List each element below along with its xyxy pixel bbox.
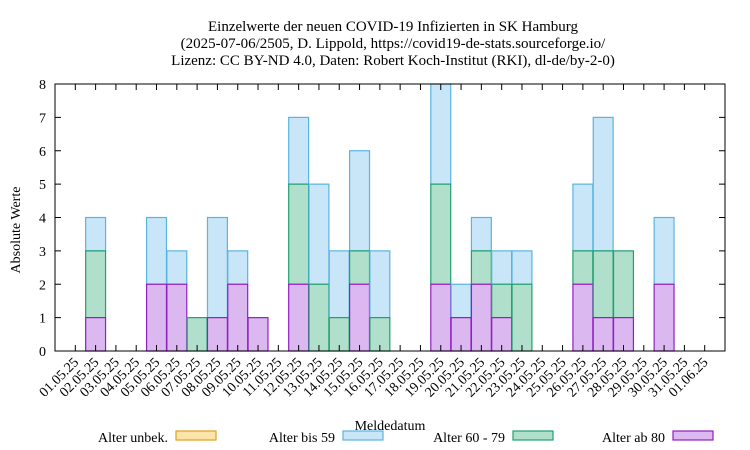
legend-swatch [342, 430, 384, 441]
y-tick-label: 0 [39, 345, 46, 360]
y-tick-label: 8 [39, 78, 46, 93]
bar-bis59-27.05.25 [592, 116, 614, 252]
legend-label: Alter unbek. [98, 431, 168, 446]
bar-ab80-19.05.25 [430, 283, 452, 352]
x-axis-label: Meldedatum [355, 419, 426, 434]
bar-60-79-22.05.25 [491, 283, 513, 319]
bar-60-79-27.05.25 [592, 250, 614, 319]
bar-bis59-22.05.25 [491, 250, 513, 285]
title-line-2: (2025-07-06/2505, D. Lippold, https://co… [181, 36, 606, 52]
bar-ab80-30.05.25 [653, 283, 675, 352]
legend: Alter unbek. Alter bis 59 Alter 60 - 79 Alt… [98, 430, 714, 446]
bar-ab80-09.05.25 [227, 283, 249, 352]
bar-ab80-26.05.25 [572, 283, 594, 352]
bar-60-79-21.05.25 [470, 250, 492, 285]
bar-bis59-19.05.25 [430, 83, 452, 185]
bar-60-79-28.05.25 [612, 250, 635, 319]
legend-swatch [512, 430, 554, 441]
chart-title: Einzelwerte der neuen COVID-19 Infiziert… [171, 19, 615, 69]
legend-label: Alter 60 - 79 [433, 431, 505, 446]
bar-bis59-02.05.25 [85, 216, 107, 252]
bar-ab80-15.05.25 [349, 283, 371, 352]
bar-60-79-13.05.25 [308, 283, 330, 352]
bar-60-79-23.05.25 [511, 283, 533, 352]
bar-bis59-15.05.25 [349, 150, 371, 252]
title-line-1: Einzelwerte der neuen COVID-19 Infiziert… [208, 19, 579, 35]
y-tick-label: 4 [39, 212, 46, 227]
bar-bis59-06.05.25 [166, 250, 188, 285]
bar-bis59-12.05.25 [288, 116, 310, 185]
bar-bis59-09.05.25 [227, 250, 249, 285]
bar-bis59-16.05.25 [369, 250, 391, 319]
bar-bis59-23.05.25 [511, 250, 533, 285]
bars-layer [85, 83, 675, 352]
bar-60-79-02.05.25 [85, 250, 107, 319]
bar-ab80-21.05.25 [470, 283, 492, 352]
x-axis: 01.05.2502.05.2503.05.2504.05.2505.05.25… [37, 84, 712, 400]
bar-ab80-05.05.25 [145, 283, 168, 352]
bar-bis59-20.05.25 [450, 283, 472, 319]
legend-swatch [175, 430, 217, 441]
bar-60-79-26.05.25 [572, 250, 594, 285]
bar-bis59-08.05.25 [206, 216, 228, 319]
bar-bis59-05.05.25 [145, 216, 168, 285]
y-tick-label: 3 [39, 245, 46, 260]
bar-60-79-15.05.25 [349, 250, 371, 285]
bar-60-79-12.05.25 [288, 183, 310, 285]
bar-bis59-13.05.25 [308, 183, 330, 285]
bar-bis59-26.05.25 [572, 183, 594, 252]
title-line-3: Lizenz: CC BY-ND 4.0, Daten: Robert Koch… [171, 53, 615, 69]
legend-swatch [672, 430, 714, 441]
y-tick-label: 6 [39, 145, 46, 160]
bar-ab80-12.05.25 [288, 283, 310, 352]
legend-label: Alter ab 80 [602, 431, 665, 446]
bar-bis59-14.05.25 [328, 250, 350, 319]
y-tick-label: 7 [39, 111, 46, 126]
y-axis: 0 1 2 3 4 5 6 7 8 [39, 78, 725, 360]
legend-label: Alter bis 59 [269, 431, 335, 446]
y-tick-label: 5 [39, 178, 46, 193]
y-tick-label: 1 [39, 312, 46, 327]
y-tick-label: 2 [39, 278, 46, 293]
bar-bis59-30.05.25 [653, 216, 675, 285]
y-axis-label: Absolute Werte [9, 187, 24, 274]
bar-ab80-06.05.25 [166, 283, 188, 352]
bar-bis59-21.05.25 [470, 216, 492, 252]
bar-60-79-19.05.25 [430, 183, 452, 285]
